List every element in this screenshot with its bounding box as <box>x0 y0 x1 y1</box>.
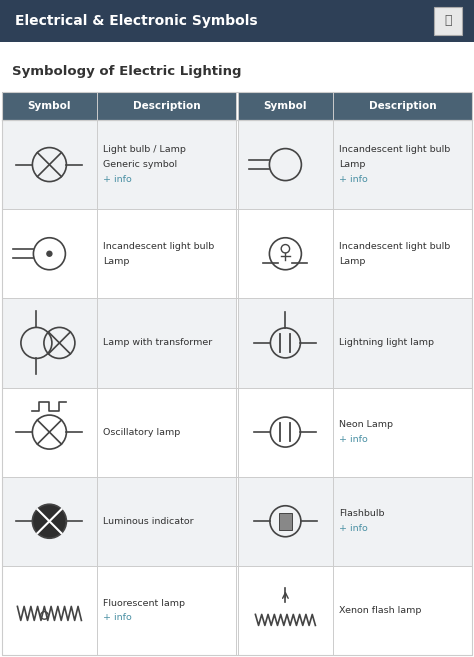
Bar <box>2 92 472 655</box>
Bar <box>238 120 472 209</box>
Bar <box>2 477 236 566</box>
Text: Generic symbol: Generic symbol <box>103 160 177 169</box>
Text: ⌕: ⌕ <box>444 14 452 28</box>
Text: Incandescent light bulb: Incandescent light bulb <box>339 242 450 251</box>
Bar <box>238 298 472 388</box>
Text: Description: Description <box>369 101 436 111</box>
Bar <box>0 0 474 42</box>
Text: + info: + info <box>103 614 132 622</box>
Text: + info: + info <box>339 524 367 533</box>
Bar <box>2 209 236 298</box>
Text: Electrical & Electronic Symbols: Electrical & Electronic Symbols <box>15 14 258 28</box>
Bar <box>2 388 236 477</box>
Bar <box>238 388 472 477</box>
Bar <box>238 209 472 298</box>
Text: Flashbulb: Flashbulb <box>339 509 384 518</box>
Text: Incandescent light bulb: Incandescent light bulb <box>339 145 450 154</box>
Text: + info: + info <box>103 175 132 184</box>
Bar <box>238 566 472 655</box>
Text: Lamp: Lamp <box>339 257 365 265</box>
Bar <box>2 92 236 120</box>
Bar <box>279 512 292 530</box>
Text: Symbol: Symbol <box>27 101 71 111</box>
Text: Incandescent light bulb: Incandescent light bulb <box>103 242 214 251</box>
Bar <box>434 7 462 35</box>
Text: Lamp: Lamp <box>339 160 365 169</box>
Bar <box>2 120 236 209</box>
Bar <box>238 92 472 120</box>
Text: Fluorescent lamp: Fluorescent lamp <box>103 599 185 608</box>
Text: Lightning light lamp: Lightning light lamp <box>339 338 434 348</box>
Text: Description: Description <box>133 101 200 111</box>
Circle shape <box>32 505 66 538</box>
Text: + info: + info <box>339 175 367 184</box>
Text: Symbol: Symbol <box>264 101 307 111</box>
Text: Symbology of Electric Lighting: Symbology of Electric Lighting <box>12 66 241 78</box>
Circle shape <box>47 251 52 256</box>
Text: Oscillatory lamp: Oscillatory lamp <box>103 428 180 437</box>
Bar <box>238 477 472 566</box>
Text: Lamp: Lamp <box>103 257 129 265</box>
Text: Luminous indicator: Luminous indicator <box>103 517 193 526</box>
Bar <box>2 566 236 655</box>
Bar <box>2 298 236 388</box>
Text: Neon Lamp: Neon Lamp <box>339 420 393 429</box>
Text: + info: + info <box>339 435 367 444</box>
Text: Xenon flash lamp: Xenon flash lamp <box>339 606 421 615</box>
Text: Light bulb / Lamp: Light bulb / Lamp <box>103 145 186 154</box>
Text: Lamp with transformer: Lamp with transformer <box>103 338 212 348</box>
